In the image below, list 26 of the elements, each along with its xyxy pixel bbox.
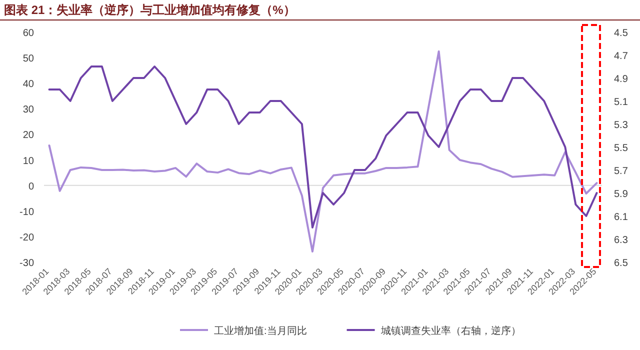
chart-title: 图表 21：失业率（逆序）与工业增加值均有修复（%） <box>4 3 296 17</box>
y-tick-label: -20 <box>20 232 34 244</box>
y-tick-label: -10 <box>20 206 34 218</box>
y2-tick-label: 4.5 <box>614 28 628 39</box>
y-tick-label: 10 <box>22 156 34 167</box>
y2-tick-label: 5.1 <box>614 97 628 108</box>
y2-tick-label: 4.7 <box>614 51 628 62</box>
y2-tick-label: 6.1 <box>614 212 628 223</box>
y2-tick-label: 5.3 <box>614 120 628 131</box>
legend-label: 工业增加值:当月同比 <box>214 325 307 337</box>
line-series <box>48 50 598 253</box>
y2-tick-label: 6.5 <box>614 258 628 269</box>
legend-label: 城镇调查失业率（右轴，逆序） <box>380 325 521 337</box>
y2-tick-label: 4.9 <box>614 74 628 85</box>
y2-tick-label: 6.3 <box>614 235 628 246</box>
y2-tick-label: 5.7 <box>614 166 628 177</box>
y-tick-label: 30 <box>22 104 34 116</box>
y-tick-label: 40 <box>22 79 34 90</box>
y-tick-label: -30 <box>20 258 34 269</box>
y2-tick-label: 5.9 <box>614 189 628 200</box>
y-tick-label: 60 <box>22 28 34 39</box>
y-tick-label: 50 <box>22 54 34 65</box>
y2-tick-label: 5.5 <box>614 143 628 154</box>
y-tick-label: 0 <box>28 181 34 192</box>
line-series <box>48 66 598 228</box>
y-tick-label: 20 <box>22 130 34 142</box>
